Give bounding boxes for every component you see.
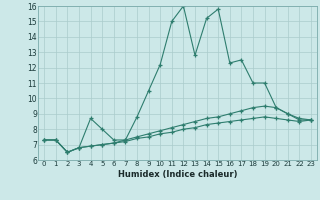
X-axis label: Humidex (Indice chaleur): Humidex (Indice chaleur) [118, 170, 237, 179]
